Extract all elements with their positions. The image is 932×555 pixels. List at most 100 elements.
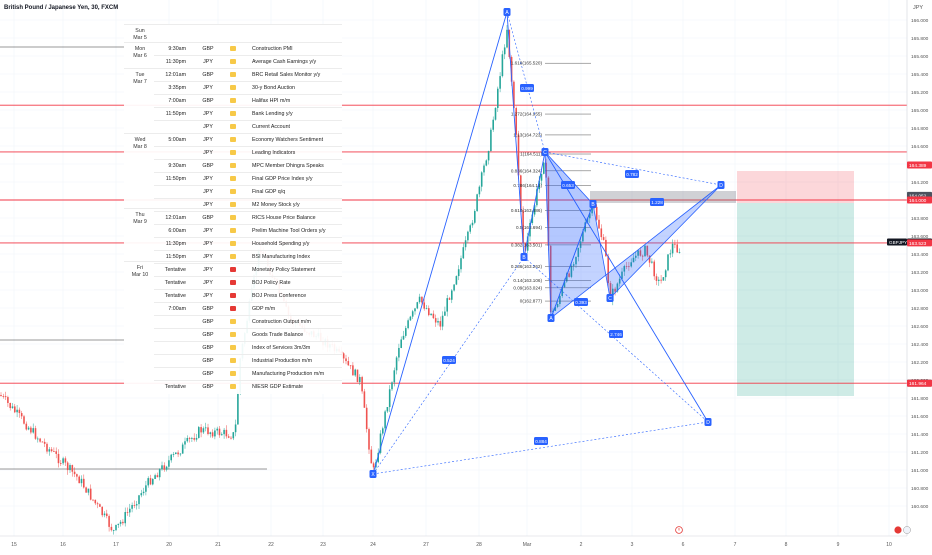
candle-body bbox=[540, 173, 543, 181]
candle-body bbox=[379, 433, 382, 453]
candle-body bbox=[50, 449, 53, 452]
calendar-event-row[interactable]: Tentative GBP NIESR GDP Estimate bbox=[154, 380, 342, 394]
calendar-event-row[interactable]: JPY Leading Indicators bbox=[154, 146, 342, 160]
harmonic-patterns[interactable] bbox=[372, 11, 722, 475]
time-axis[interactable]: 15 16 17 20 21 22 23 24 27 28 Mar 2 3 6 7 8 9 10 bbox=[0, 535, 907, 548]
calendar-event-row[interactable]: 5:00am JPY Economy Watchers Sentiment bbox=[154, 133, 342, 147]
calendar-event-row[interactable]: GBP Construction Output m/m bbox=[154, 315, 342, 329]
candle-body bbox=[563, 281, 566, 288]
calendar-event-row[interactable]: 11:50pm JPY BSI Manufacturing Index bbox=[154, 250, 342, 264]
short-position-tool[interactable] bbox=[737, 171, 854, 396]
day-date: Mar 8 bbox=[133, 144, 147, 150]
candle-body bbox=[402, 335, 405, 340]
candle-body bbox=[487, 151, 490, 161]
y-tick-label: 164.800 bbox=[911, 126, 929, 132]
fib-level-label: 0.886(164.324) bbox=[511, 168, 543, 173]
y-tick-label: 163.000 bbox=[911, 288, 929, 294]
calendar-event-row[interactable]: JPY M2 Money Stock y/y bbox=[154, 198, 342, 212]
pattern-labels[interactable]: A X B C D A B C D 0.999 0.524 0.884 0.653 0.782 1.228 0… bbox=[369, 8, 725, 478]
clock-icon[interactable] bbox=[675, 526, 683, 534]
economic-calendar-panel[interactable]: Sun Mar 5 Mon Mar 6 Tue Mar 7 Wed Mar 8 Thu Mar 9… bbox=[124, 24, 342, 394]
calendar-event-row[interactable]: 11:50pm JPY Bank Lending y/y bbox=[154, 107, 342, 121]
candle-body bbox=[639, 250, 642, 256]
fib-level-label: 1.618(165.520) bbox=[511, 61, 543, 66]
candle-body bbox=[156, 475, 159, 478]
event-time: 11:50pm bbox=[165, 176, 186, 182]
medium-impact-icon bbox=[230, 46, 236, 51]
calendar-event-row[interactable]: 12:01am GBP BRC Retail Sales Monitor y/y bbox=[154, 68, 342, 82]
candle-body bbox=[469, 225, 471, 232]
x-tick-label: 2 bbox=[580, 542, 583, 548]
calendar-event-row[interactable]: 11:30pm JPY Household Spending y/y bbox=[154, 237, 342, 251]
event-currency: JPY bbox=[203, 202, 213, 208]
candle-body bbox=[497, 88, 499, 108]
candle-body bbox=[616, 283, 619, 292]
price-tag bbox=[907, 196, 932, 204]
candle-body bbox=[347, 361, 350, 366]
x-tick-label: 17 bbox=[113, 542, 119, 548]
candle-body bbox=[342, 353, 345, 359]
calendar-event-row[interactable]: 11:50pm JPY Final GDP Price Index y/y bbox=[154, 172, 342, 186]
candle-body bbox=[179, 453, 182, 455]
event-time: 9:30am bbox=[168, 163, 186, 169]
candle-body bbox=[119, 521, 122, 524]
pattern-ratio-label: 0.524 bbox=[443, 358, 455, 363]
x-tick-label: Mar bbox=[523, 542, 532, 548]
medium-impact-icon bbox=[230, 332, 236, 337]
candle-body bbox=[549, 245, 552, 313]
candle-body bbox=[589, 213, 591, 219]
calendar-event-row[interactable]: GBP Index of Services 3m/3m bbox=[154, 341, 342, 355]
calendar-event-row[interactable]: Tentative JPY Monetary Policy Statement bbox=[154, 263, 342, 277]
event-time: 7:00am bbox=[168, 306, 186, 312]
candle-body bbox=[641, 255, 644, 257]
event-name: BOJ Policy Rate bbox=[252, 280, 291, 286]
calendar-event-row[interactable]: 9:30am GBP Construction PMI bbox=[154, 42, 342, 56]
pattern-point-badge bbox=[520, 253, 528, 261]
x-tick-label: 8 bbox=[785, 542, 788, 548]
candle-body bbox=[170, 454, 172, 461]
calendar-event-row[interactable]: GBP Manufacturing Production m/m bbox=[154, 367, 342, 381]
medium-impact-icon bbox=[230, 72, 236, 77]
candle-body bbox=[575, 256, 577, 265]
medium-impact-icon bbox=[230, 202, 236, 207]
candle-body bbox=[586, 218, 589, 223]
candle-body bbox=[416, 302, 419, 309]
event-name: Goods Trade Balance bbox=[252, 332, 304, 338]
event-currency: GBP bbox=[202, 46, 214, 52]
calendar-event-row[interactable]: Tentative JPY BOJ Press Conference bbox=[154, 289, 342, 303]
calendar-event-row[interactable]: 7:00am GBP Halifax HPI m/m bbox=[154, 94, 342, 108]
candle-body bbox=[237, 392, 239, 425]
calendar-event-row[interactable]: JPY Current Account bbox=[154, 120, 342, 134]
candle-body bbox=[163, 465, 166, 470]
candle-body bbox=[393, 370, 396, 383]
calendar-event-row[interactable]: 7:00am GBP GDP m/m bbox=[154, 302, 342, 316]
calendar-event-row[interactable]: 11:30pm JPY Average Cash Earnings y/y bbox=[154, 55, 342, 69]
candle-body bbox=[94, 499, 97, 504]
event-name: Final GDP q/q bbox=[252, 189, 286, 195]
candle-body bbox=[651, 261, 653, 263]
calendar-event-row[interactable]: 3:35pm JPY 30-y Bond Auction bbox=[154, 81, 342, 95]
price-axis[interactable]: 166.000 165.800 165.600 165.400 165.200 165.0… bbox=[887, 0, 932, 536]
calendar-event-row[interactable]: GBP Goods Trade Balance bbox=[154, 328, 342, 342]
calendar-event-row[interactable]: 12:01am GBP RICS House Price Balance bbox=[154, 211, 342, 225]
y-tick-label: 165.800 bbox=[911, 36, 929, 42]
candle-body bbox=[9, 402, 11, 409]
candle-body bbox=[117, 523, 120, 525]
calendar-event-row[interactable]: 6:00am JPY Prelim Machine Tool Orders y/y bbox=[154, 224, 342, 238]
price-tag bbox=[907, 161, 932, 169]
pattern-ac-diag bbox=[506, 11, 546, 153]
candle-body bbox=[446, 298, 448, 312]
candle-body bbox=[57, 453, 60, 464]
candle-body bbox=[607, 256, 609, 284]
candle-body bbox=[152, 478, 154, 485]
calendar-event-row[interactable]: Tentative JPY BOJ Policy Rate bbox=[154, 276, 342, 290]
candle-body bbox=[453, 284, 455, 291]
calendar-event-row[interactable]: 9:30am GBP MPC Member Dhingra Speaks bbox=[154, 159, 342, 173]
event-time: 7:00am bbox=[168, 98, 186, 104]
event-time: 11:30pm bbox=[165, 241, 186, 247]
y-tick-label: 161.600 bbox=[911, 414, 929, 420]
candle-body bbox=[501, 54, 504, 77]
calendar-event-row[interactable]: JPY Final GDP q/q bbox=[154, 185, 342, 199]
calendar-event-row[interactable]: GBP Industrial Production m/m bbox=[154, 354, 342, 368]
candle-body bbox=[582, 231, 584, 242]
